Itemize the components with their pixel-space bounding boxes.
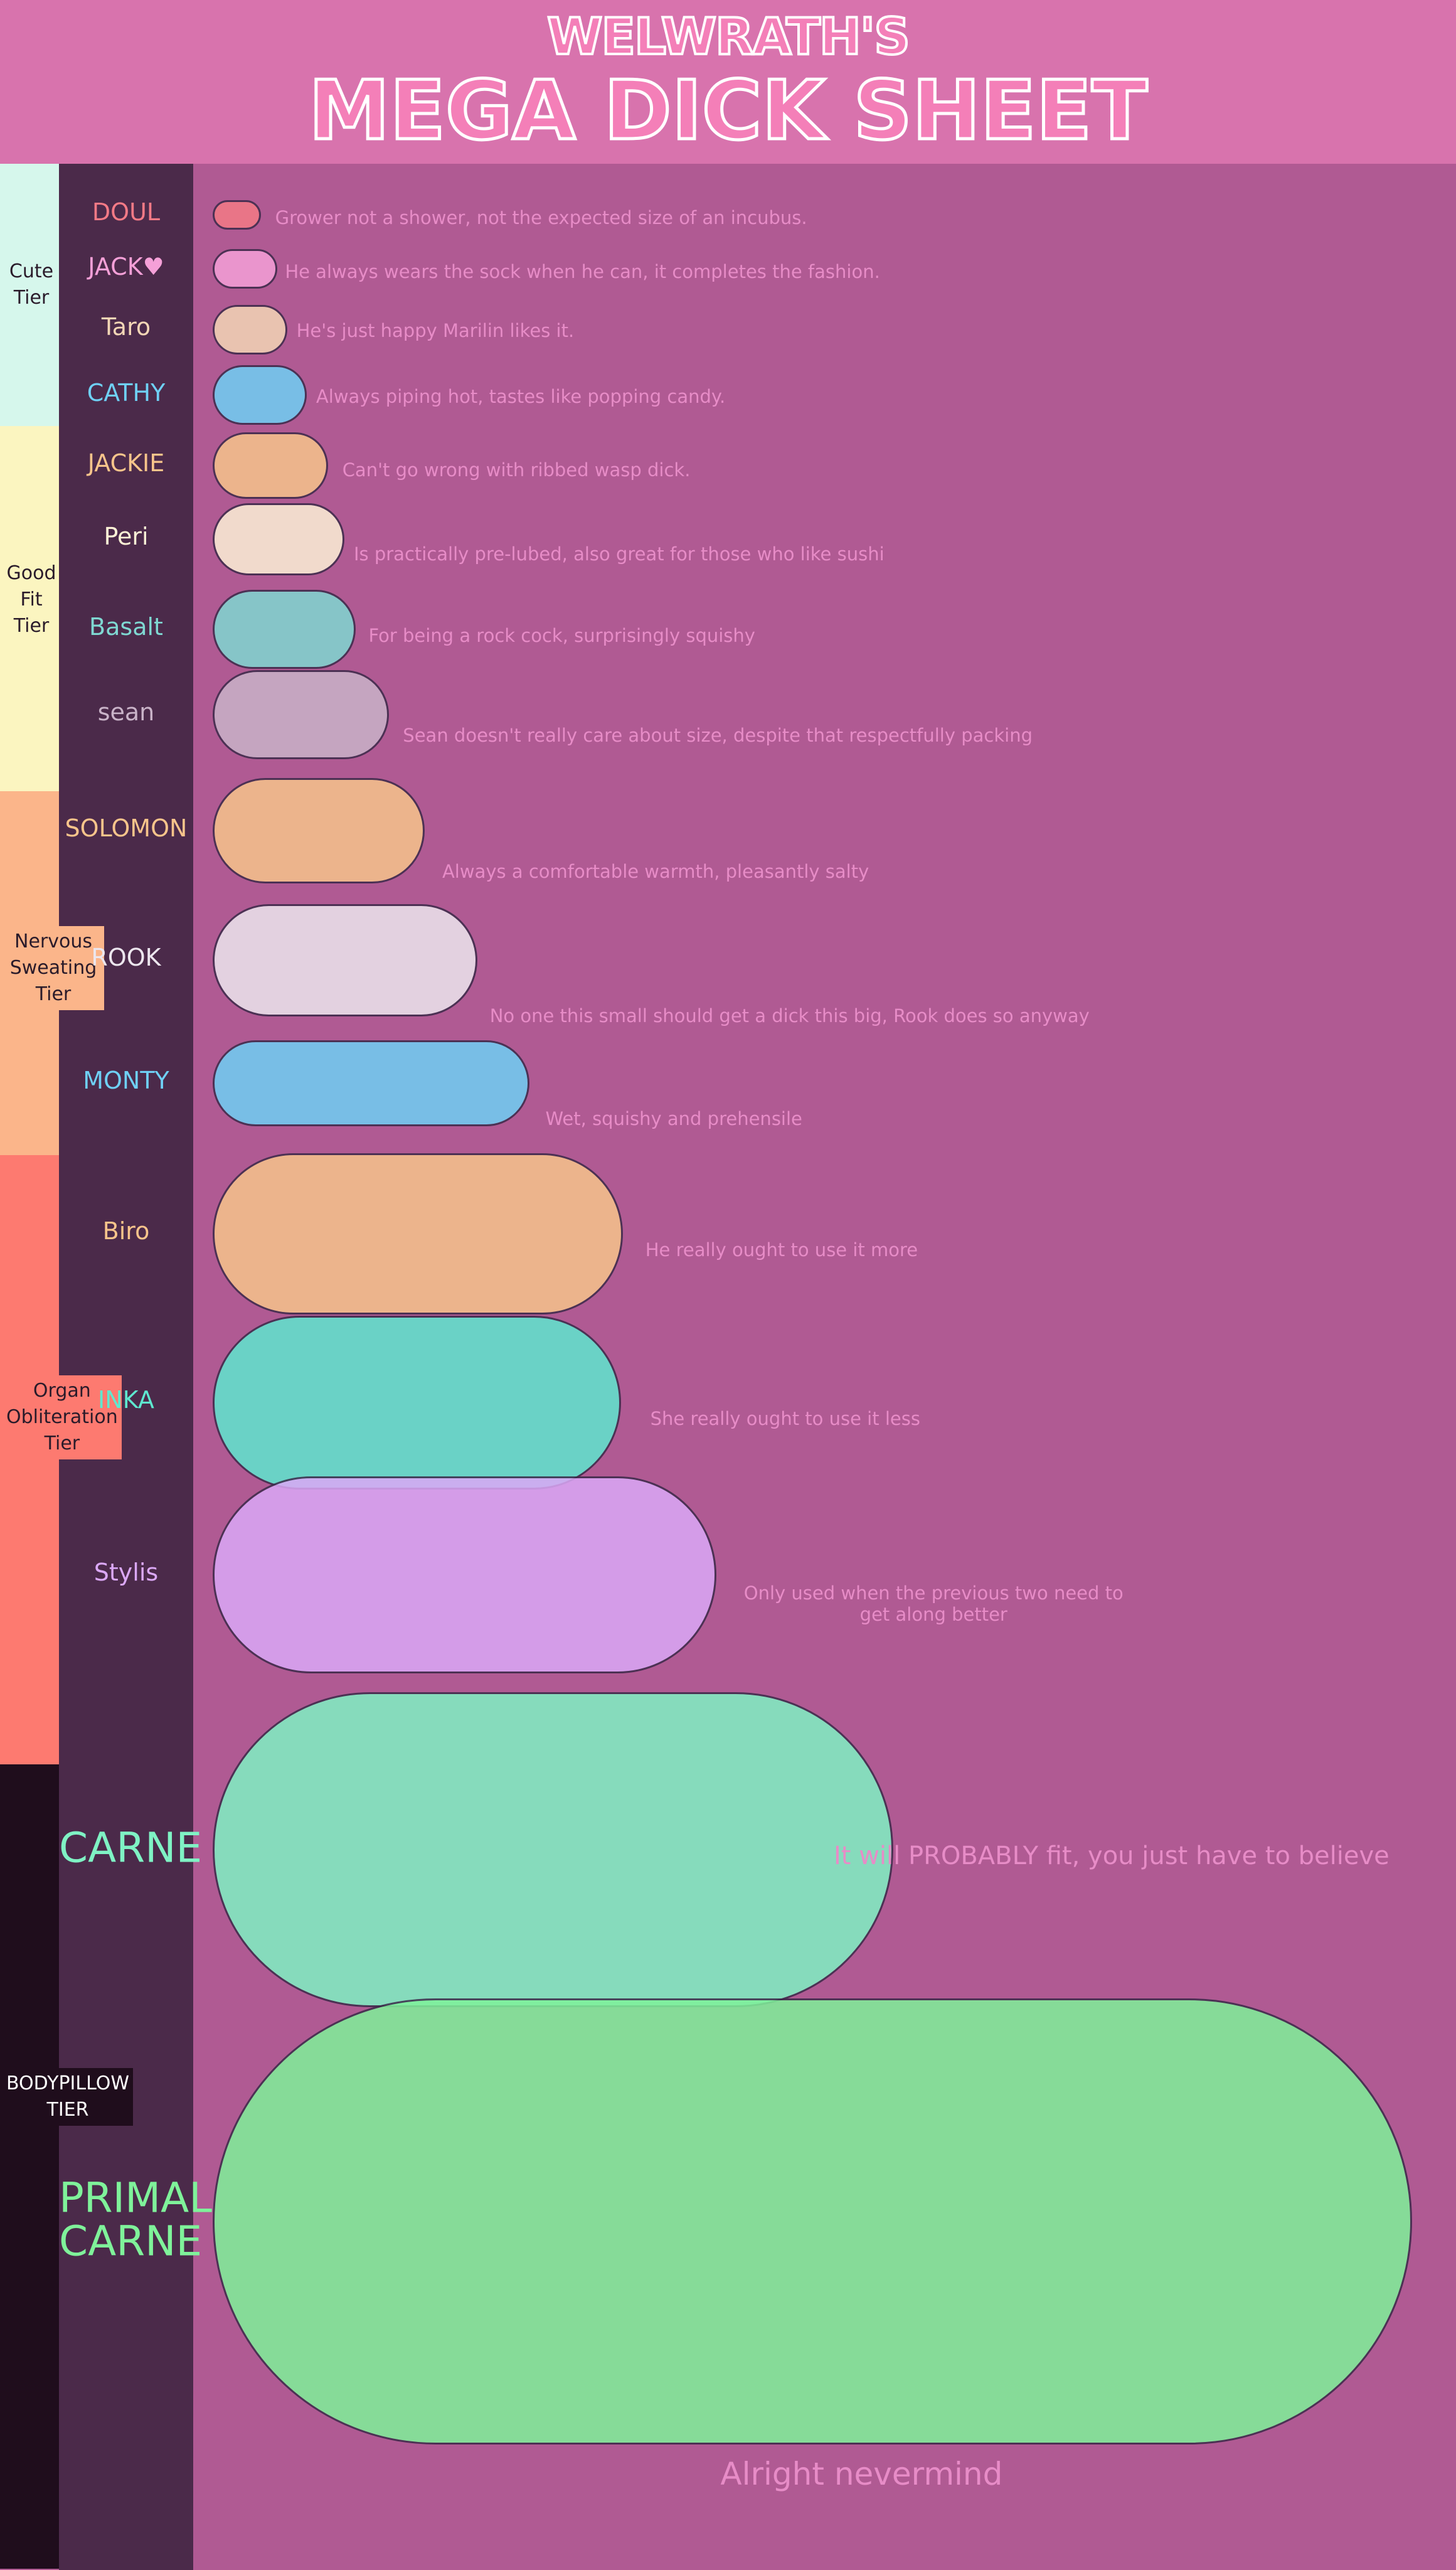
description: No one this small should get a dick this… [489,1005,1090,1026]
description: He really ought to use it more [645,1239,918,1261]
character-art-placeholder [213,248,278,289]
character-name: Basalt [89,613,163,641]
description: Can't go wrong with ribbed wasp dick. [342,459,691,481]
character-art-placeholder [213,669,389,759]
character-art-placeholder [213,904,477,1016]
character-art-placeholder [213,304,287,355]
description: Sean doesn't really care about size, des… [403,725,1033,747]
character-name: CATHY [87,378,166,407]
tier-band [0,164,59,426]
description: She really ought to use it less [650,1408,920,1430]
character-art-placeholder [213,1040,530,1126]
character-name: CARNE [59,1823,203,1872]
description: He always wears the sock when he can, it… [285,261,880,283]
character-art-placeholder [213,503,345,576]
character-art-placeholder [213,1692,893,2008]
character-art-placeholder [213,1476,716,1673]
description: It will PROBABLY fit, you just have to b… [833,1842,1390,1871]
tier-label: Good Fit Tier [6,562,56,637]
tier-label: BODYPILLOW TIER [3,2068,134,2126]
description: Is practically pre-lubed, also great for… [353,543,885,565]
description: For being a rock cock, surprisingly squi… [368,625,755,647]
tier-band [0,425,59,792]
description: Always piping hot, tastes like popping c… [316,385,726,407]
character-name: PRIMAL CARNE [59,2173,212,2266]
character-name: sean [97,698,155,726]
character-name: Biro [102,1217,150,1245]
tier-label: Nervous Sweating Tier [3,926,104,1011]
header-subtitle: WELWRATH'S [546,6,911,67]
character-name: INKA [98,1386,154,1414]
character-art-placeholder [213,1153,623,1314]
name-column [59,164,193,2570]
tier-label: Organ Obliteration Tier [3,1375,122,1459]
character-name: Stylis [93,1558,159,1586]
character-name: ROOK [91,944,161,972]
header-title: MEGA DICK SHEET [307,61,1149,160]
description: He's just happy Marilin likes it. [296,320,575,342]
character-art-placeholder [213,365,307,425]
character-art-placeholder [213,200,261,230]
character-art-placeholder [213,1315,622,1490]
character-art-placeholder [213,432,328,499]
description: Only used when the previous two need to … [743,1582,1124,1626]
tier-label: Cute Tier [9,260,54,309]
character-name: Taro [101,313,151,341]
character-art-placeholder [213,1998,1413,2445]
character-name: MONTY [83,1067,169,1095]
character-name: DOUL [92,198,161,227]
description: Alright nevermind [720,2455,1003,2492]
description: Grower not a shower, not the expected si… [275,207,807,229]
character-art-placeholder [213,589,356,669]
character-name: SOLOMON [65,814,188,843]
header: WELWRATH'S MEGA DICK SHEET [0,0,1456,164]
character-art-placeholder [213,778,425,884]
description: Always a comfortable warmth, pleasantly … [442,861,869,883]
tier-band [0,1764,59,2569]
character-name: JACKIE [87,449,165,477]
tier-band [0,1154,59,1765]
character-name: Peri [104,523,149,551]
character-name: JACK♥ [88,252,164,280]
description: Wet, squishy and prehensile [545,1108,802,1130]
